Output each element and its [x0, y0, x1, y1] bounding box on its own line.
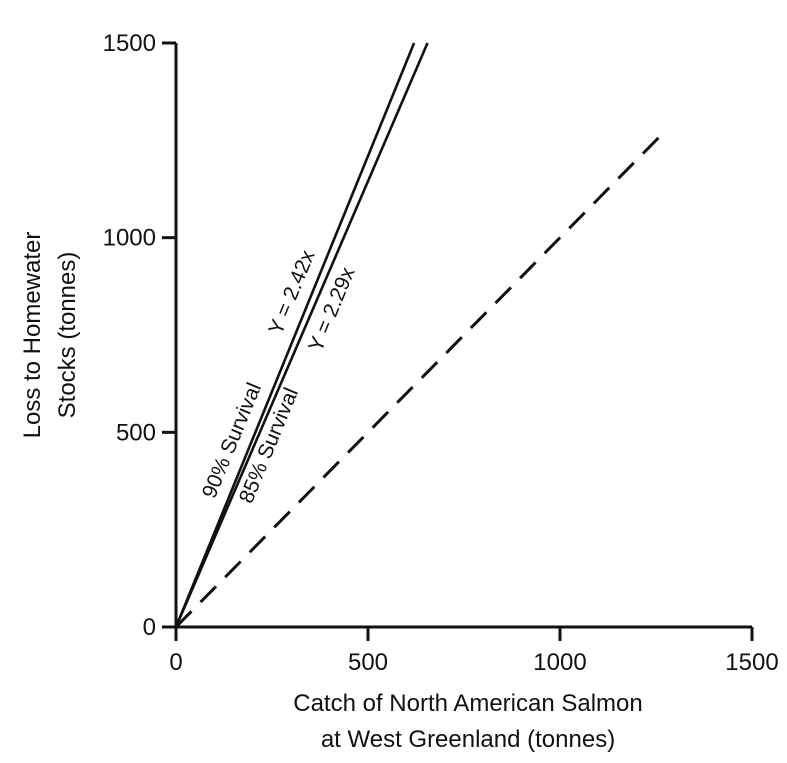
y-tick-label: 500: [116, 419, 156, 446]
y-tick-label: 1000: [103, 225, 156, 252]
y-tick-label: 0: [143, 614, 156, 641]
x-axis-title-line: Catch of North American Salmon: [293, 690, 643, 717]
x-tick-label: 500: [348, 649, 388, 676]
y-axis-title-line: Loss to Homewater: [19, 232, 46, 439]
series-line-2: [174, 42, 429, 628]
axes-group: 0 500 1000 1500 0 500 1000 1500: [103, 30, 779, 676]
dashed-reference-line: [174, 131, 665, 629]
y-tick-label: 1500: [103, 30, 156, 57]
series-group: [174, 42, 665, 629]
x-tick-label: 1500: [725, 649, 778, 676]
x-axis-title-line: at West Greenland (tonnes): [321, 726, 615, 753]
x-tick-label: 1000: [533, 649, 586, 676]
y-axis-title-line: Stocks (tonnes): [54, 252, 81, 419]
series-line-1: [174, 42, 416, 628]
x-tick-label: 0: [169, 649, 182, 676]
